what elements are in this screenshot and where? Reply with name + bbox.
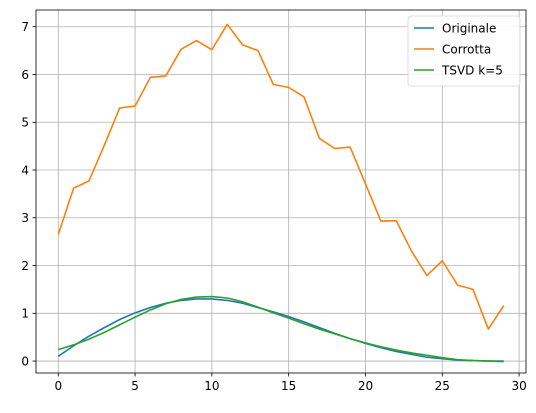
x-tick-label: 5	[131, 379, 139, 393]
axis-ticks: 0 5 10 15 20 25 30 0 1 2 3 4 5 6 7	[21, 20, 526, 393]
x-tick-label: 30	[511, 379, 526, 393]
y-tick-label: 5	[21, 116, 29, 130]
legend: Originale Corrotta TSVD k=5	[407, 15, 521, 87]
x-tick-label: 10	[204, 379, 219, 393]
y-tick-label: 3	[21, 211, 29, 225]
x-tick-label: 20	[358, 379, 373, 393]
y-tick-label: 6	[21, 68, 29, 82]
y-tick-label: 1	[21, 307, 29, 321]
legend-label: TSVD k=5	[441, 63, 503, 77]
y-tick-label: 7	[21, 20, 29, 34]
legend-label: Corrotta	[442, 42, 491, 56]
y-tick-label: 0	[21, 354, 29, 368]
series-line-0	[57, 298, 504, 362]
legend-box	[407, 15, 521, 87]
legend-label: Originale	[442, 21, 496, 35]
y-tick-label: 4	[21, 163, 29, 177]
x-tick-label: 15	[281, 379, 296, 393]
plot-frame	[35, 9, 527, 374]
grid-lines	[36, 10, 526, 373]
series-line-2	[58, 295, 504, 363]
series-line-1	[57, 23, 505, 330]
x-tick-label: 0	[54, 379, 62, 393]
series-lines	[57, 23, 505, 363]
x-tick-label: 25	[435, 379, 450, 393]
y-tick-label: 2	[21, 259, 29, 273]
